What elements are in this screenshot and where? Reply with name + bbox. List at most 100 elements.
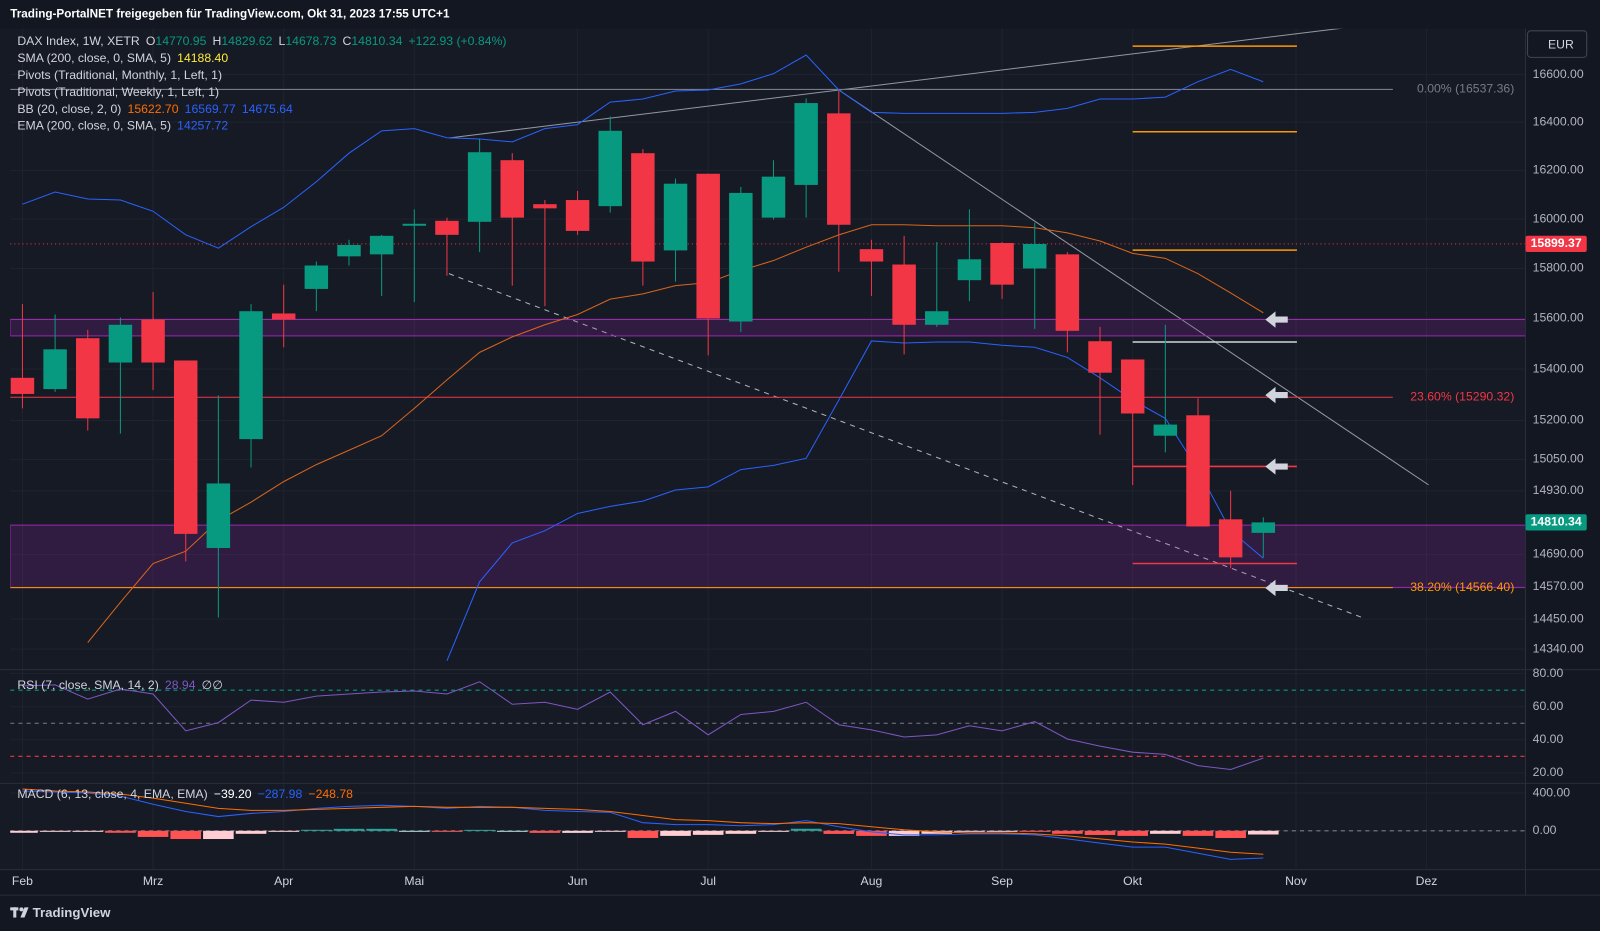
legend-line: MACD (6, 13, close, 4, EMA, EMA) −39.20 −2…: [17, 787, 353, 801]
histogram-bar: [1052, 830, 1083, 834]
candle-body: [729, 192, 753, 322]
legend-item: EMA (200, close, 0, SMA, 5): [17, 119, 171, 133]
arrow: [1265, 386, 1288, 404]
currency-label[interactable]: EUR: [1548, 37, 1574, 51]
arrow: [1265, 458, 1288, 475]
candle-body: [206, 483, 231, 549]
candle-body: [1022, 243, 1047, 269]
y-tick-label: 14930.00: [1533, 483, 1584, 497]
y-tick-label: 20.00: [1533, 765, 1564, 779]
legend-item: 14770.95: [155, 34, 206, 48]
legend-line: RSI (7, close, SMA, 14, 2) 28.94 ∅∅: [17, 678, 223, 692]
histogram-bar: [888, 830, 920, 836]
candle-body: [435, 220, 459, 235]
y-tick-label: 15600.00: [1533, 311, 1584, 325]
currency-button[interactable]: [1527, 30, 1588, 58]
legend-item: 16569.77: [185, 102, 236, 116]
candle-body: [500, 160, 524, 218]
x-tick-label: Mrz: [143, 874, 163, 888]
histogram-bar: [105, 830, 136, 833]
zone: [10, 318, 1526, 337]
x-tick-label: Jul: [700, 874, 716, 888]
histogram-bar: [333, 828, 365, 831]
y-tick-label: 16200.00: [1533, 163, 1584, 177]
legend-item: 14810.34: [351, 34, 402, 48]
candle-body: [1186, 415, 1210, 527]
histogram-bar: [725, 830, 757, 834]
candle-body: [598, 130, 622, 207]
fib-label: 0.00% (16537.36): [1417, 82, 1514, 96]
x-tick-label: Aug: [861, 874, 883, 888]
candle-body: [990, 242, 1014, 285]
candle-body: [631, 153, 655, 262]
histogram-bar: [856, 830, 887, 836]
x-tick-label: Apr: [274, 874, 293, 888]
histogram-bar: [39, 830, 71, 832]
indicator-line: [87, 224, 1264, 643]
rsi-pane: [10, 681, 1526, 771]
histogram-bar: [170, 830, 202, 840]
macd-line: [22, 790, 1264, 860]
y-tick-label: 14450.00: [1533, 611, 1584, 625]
legend-item: 15622.70: [128, 102, 179, 116]
histogram-bar: [431, 830, 463, 832]
arrows: [1265, 311, 1288, 597]
legend-line: Pivots (Traditional, Weekly, 1, Left, 1): [17, 85, 219, 99]
histogram-bar: [562, 830, 593, 833]
histogram-bar: [1247, 830, 1279, 835]
legend-item: C: [343, 34, 352, 48]
legend-item: 14188.40: [177, 51, 228, 65]
histogram-bar: [986, 830, 1018, 832]
histogram-bar: [268, 830, 299, 832]
y-tick-label: 40.00: [1533, 732, 1564, 746]
candle-body: [794, 103, 818, 185]
macd-pane: [10, 788, 1526, 860]
x-tick-label: Mai: [404, 874, 424, 888]
legend-item: +122.93 (+0.84%): [409, 34, 507, 48]
legend-item: −287.98: [258, 787, 303, 801]
histogram-bar: [692, 830, 724, 835]
legend-item: H: [213, 34, 222, 48]
legend-item: DAX Index, 1W, XETR: [17, 34, 140, 48]
y-tick-label: 15400.00: [1533, 361, 1584, 375]
candle-body: [565, 200, 590, 231]
candle-body: [1153, 424, 1178, 436]
candle-body: [43, 349, 67, 390]
candle-body: [402, 223, 427, 226]
candle-body: [1251, 522, 1276, 533]
histogram-bar: [1117, 830, 1148, 836]
legend-item: 28.94: [165, 678, 196, 692]
y-tick-label: 15200.00: [1533, 413, 1584, 427]
fib-label: 23.60% (15290.32): [1410, 389, 1514, 403]
header-title: Trading-PortalNET freigegeben für Tradin…: [10, 8, 450, 21]
trend-line: [448, 28, 1342, 139]
candle-body: [1088, 341, 1112, 373]
histogram-bar: [823, 830, 855, 834]
x-tick-label: Feb: [12, 874, 33, 888]
candle-body: [271, 313, 296, 320]
candle-body: [108, 324, 133, 363]
candle-body: [533, 204, 557, 209]
brand: TradingView: [33, 905, 111, 920]
histogram-bar: [954, 830, 985, 832]
y-tick-label: 60.00: [1533, 699, 1564, 713]
candle-body: [761, 176, 786, 218]
candle-body: [957, 259, 982, 281]
x-tick-label: Dez: [1416, 874, 1438, 888]
legend-line: Pivots (Traditional, Monthly, 1, Left, 1…: [17, 68, 222, 82]
histogram-bar: [137, 830, 169, 837]
legend-line: BB (20, close, 2, 0) 15622.70 16569.77 1467…: [17, 102, 293, 116]
logo-part: [19, 907, 24, 912]
candle-body: [76, 338, 100, 419]
candle-body: [304, 265, 329, 289]
legend-item: −248.78: [308, 787, 353, 801]
candle-body: [696, 173, 720, 319]
y-tick-label: 16400.00: [1533, 114, 1584, 128]
grid: [10, 28, 1526, 870]
legend-item: ∅: [202, 678, 213, 692]
price-label: 15899.37: [1531, 236, 1582, 250]
histogram-bar: [529, 830, 561, 833]
histogram-bar: [1182, 830, 1214, 836]
histogram-bar: [366, 828, 397, 831]
